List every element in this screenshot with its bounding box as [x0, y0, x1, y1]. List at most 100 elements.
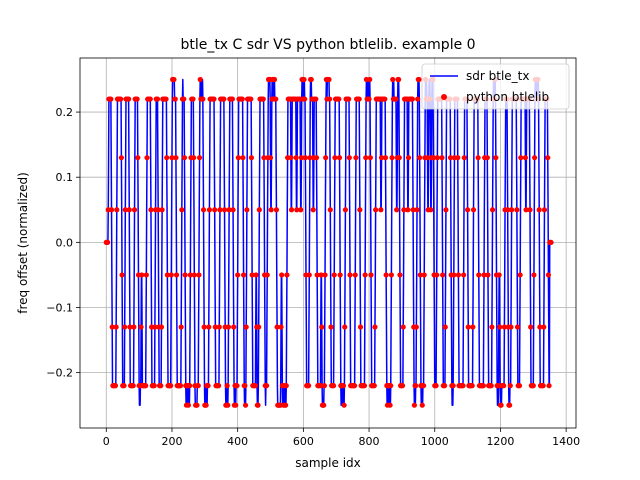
data-point [313, 96, 319, 102]
data-point [451, 272, 457, 278]
data-point [485, 272, 491, 278]
data-point [196, 155, 203, 161]
data-point [261, 155, 267, 161]
data-point [118, 155, 124, 161]
data-point [419, 402, 425, 408]
data-point [378, 207, 384, 213]
data-point [530, 383, 536, 389]
data-point [144, 155, 150, 161]
data-point [461, 155, 467, 161]
data-point [143, 383, 149, 389]
data-point [507, 402, 513, 408]
data-point [278, 324, 284, 330]
data-point [191, 155, 197, 161]
data-point [424, 155, 431, 161]
data-point [131, 207, 138, 213]
y-tick-label: 0.0 [56, 236, 74, 249]
data-point [243, 324, 249, 330]
data-point [528, 324, 534, 330]
data-point [368, 272, 374, 278]
data-point [293, 155, 299, 161]
data-point [434, 155, 440, 161]
data-point [187, 272, 193, 278]
data-point [336, 155, 343, 161]
data-point [212, 207, 218, 213]
data-point [216, 324, 222, 330]
x-tick-label: 1200 [486, 435, 514, 448]
data-point [366, 96, 372, 102]
data-point [514, 207, 520, 213]
data-point [263, 383, 270, 389]
data-point [155, 207, 161, 213]
data-point [274, 324, 280, 330]
data-point [242, 402, 249, 408]
data-point [200, 96, 206, 102]
data-point [112, 383, 119, 389]
data-point [151, 383, 157, 389]
data-point [138, 324, 144, 330]
data-point [294, 207, 300, 213]
data-point [518, 155, 524, 161]
data-point [383, 272, 389, 278]
data-point [396, 76, 402, 83]
data-point [173, 272, 180, 278]
data-point [172, 96, 178, 102]
data-point [470, 324, 476, 330]
data-point [168, 383, 174, 389]
data-point [341, 402, 347, 408]
data-point [480, 383, 486, 389]
data-point [225, 402, 231, 408]
data-point [330, 383, 337, 389]
data-point [356, 96, 362, 102]
legend: sdr btle_tx python btlelib [421, 63, 570, 110]
data-point [527, 207, 533, 213]
data-point [234, 383, 240, 389]
data-point [301, 76, 307, 83]
y-tick-label: −0.1 [46, 301, 73, 314]
data-point [488, 383, 494, 389]
data-point [352, 272, 358, 278]
data-point [314, 272, 320, 278]
legend-dot-swatch [441, 94, 447, 100]
data-point [122, 324, 128, 330]
data-point [546, 383, 552, 389]
data-point [306, 383, 312, 389]
data-point [367, 155, 373, 161]
x-tick-label: 200 [161, 435, 182, 448]
data-point [318, 272, 324, 278]
data-point [240, 272, 247, 278]
data-point [442, 324, 448, 330]
data-point [121, 383, 127, 389]
data-point [284, 272, 290, 278]
data-point [127, 324, 133, 330]
data-point [216, 383, 222, 389]
data-point [298, 155, 304, 161]
data-point [326, 76, 332, 83]
data-point [367, 76, 373, 83]
data-point [114, 207, 120, 213]
data-point [401, 207, 407, 213]
data-point [327, 96, 333, 102]
data-point [179, 207, 185, 213]
data-point [242, 383, 248, 389]
data-point [178, 324, 184, 330]
data-point [152, 324, 158, 330]
data-point [302, 155, 308, 161]
data-point [113, 324, 119, 330]
data-point [481, 272, 487, 278]
data-point [323, 155, 329, 161]
data-point [249, 272, 255, 278]
data-point [461, 272, 467, 278]
legend-box [421, 63, 570, 110]
data-point [206, 324, 212, 330]
data-point [313, 155, 320, 161]
data-point [273, 96, 279, 102]
data-point [308, 76, 314, 83]
data-point [187, 383, 193, 389]
data-point [268, 207, 274, 213]
data-point [143, 272, 149, 278]
data-point [327, 207, 333, 213]
data-point [235, 155, 241, 161]
data-point [465, 324, 471, 330]
data-point [373, 207, 379, 213]
